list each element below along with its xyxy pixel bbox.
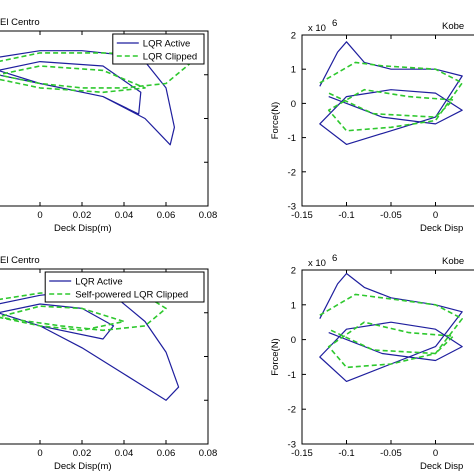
y-tick-label: 2 <box>291 266 296 277</box>
series-line-lqr-clipped <box>0 290 167 332</box>
legend-box <box>112 33 205 65</box>
legend-label: LQR Clipped <box>143 52 197 63</box>
x-tick-label: 0.08 <box>199 448 218 459</box>
x-tick-label: -0.1 <box>338 448 354 459</box>
y-exponent-label: x 10 <box>308 23 326 34</box>
x-tick-label: 0.02 <box>73 448 92 459</box>
y-tick-label: 1 <box>291 300 296 311</box>
y-exponent-label: x 10 <box>308 258 326 269</box>
series-line-lqr-active <box>319 41 463 145</box>
x-tick-label: -0.05 <box>380 448 402 459</box>
plot-area <box>319 41 464 145</box>
y-exponent-power: 6 <box>332 18 337 29</box>
x-tick-label: -0.15 <box>291 448 313 459</box>
x-tick-label: 0 <box>37 210 42 221</box>
chart-title: Kobe <box>442 21 464 32</box>
x-axis-label: Deck Disp <box>420 461 463 472</box>
y-axis-label: Force(N) <box>270 338 281 375</box>
x-tick-label: 0.04 <box>115 210 134 221</box>
legend: LQR Active Self-powered LQR Clipped <box>44 271 205 303</box>
x-tick-label: -0.05 <box>380 210 402 221</box>
series-line-lqr-clipped <box>319 61 464 132</box>
legend-label: LQR Active <box>143 39 191 50</box>
series-line-lqr-active <box>319 272 463 382</box>
chart-title: El Centro <box>0 17 40 28</box>
axes-box <box>301 34 474 207</box>
x-axis-label: Deck Disp <box>420 223 463 234</box>
plot-area <box>319 272 464 382</box>
x-tick-label: 0.04 <box>115 448 134 459</box>
x-tick-label: 0.06 <box>157 448 176 459</box>
y-exponent-power: 6 <box>332 253 337 264</box>
x-axis-label: Deck Disp(m) <box>54 461 112 472</box>
x-tick-label: -0.1 <box>338 210 354 221</box>
x-tick-label: 0.06 <box>157 210 176 221</box>
x-tick-label: 0 <box>433 210 438 221</box>
chart-panel-4: Kobe -0.15 -0.1 -0.05 0 2 1 0 -1 -2 -3 x 10 6 Deck Di… <box>270 253 474 472</box>
x-axis-label: Deck Disp(m) <box>54 223 112 234</box>
chart-title: Kobe <box>442 256 464 267</box>
y-tick-label: 0 <box>291 335 296 346</box>
legend: LQR Active LQR Clipped <box>112 33 205 65</box>
legend-box <box>44 271 205 303</box>
y-tick-label: -2 <box>288 167 296 178</box>
y-tick-label: -1 <box>288 133 296 144</box>
x-tick-label: 0.02 <box>73 210 92 221</box>
x-tick-label: 0.08 <box>199 210 218 221</box>
plot-area <box>0 50 199 146</box>
plot-area <box>0 290 180 401</box>
y-tick-label: -1 <box>288 370 296 381</box>
y-tick-label: 1 <box>291 65 296 76</box>
y-tick-label: -2 <box>288 405 296 416</box>
y-tick-label: 0 <box>291 99 296 110</box>
y-tick-label: 2 <box>291 31 296 42</box>
y-tick-label: -3 <box>288 202 296 213</box>
chart-panel-2: Kobe -0.15 -0.1 -0.05 0 2 1 0 -1 -2 -3 x 10 6 Deck Di… <box>270 18 474 234</box>
x-tick-label: 0 <box>37 448 42 459</box>
legend-label: Self-powered LQR Clipped <box>75 290 188 301</box>
chart-panel-1: El Centro 0 0.02 0.04 0.06 0.08 Deck Disp(m) LQ… <box>0 17 217 234</box>
y-tick-label: -3 <box>288 440 296 451</box>
legend-label: LQR Active <box>75 277 123 288</box>
chart-panel-3: El Centro 0 0.02 0.04 0.06 0.08 Deck Disp(m) LQ… <box>0 255 217 472</box>
series-line-lqr-active <box>0 290 180 401</box>
y-axis-label: Force(N) <box>270 102 281 139</box>
chart-title: El Centro <box>0 255 40 266</box>
series-line-lqr-clipped <box>319 293 464 369</box>
x-tick-label: 0 <box>433 448 438 459</box>
x-tick-label: -0.15 <box>291 210 313 221</box>
series-line-lqr-active <box>0 50 175 146</box>
